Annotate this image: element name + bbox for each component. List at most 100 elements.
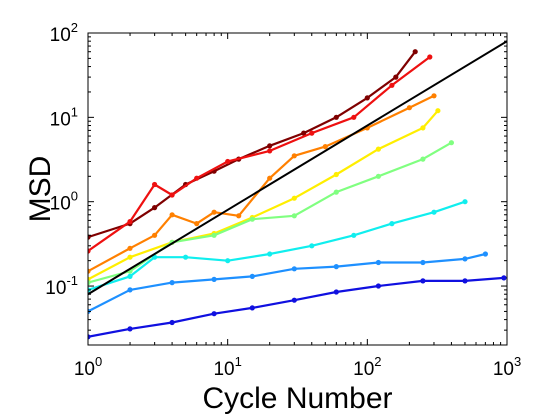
x-tick-label: 100	[74, 354, 102, 380]
data-point	[194, 221, 200, 227]
data-point	[375, 173, 381, 179]
data-point	[127, 254, 133, 260]
x-tick-label: 102	[353, 354, 381, 380]
series-6	[88, 199, 468, 293]
y-axis-title: MSD	[24, 156, 57, 223]
series-line	[88, 56, 431, 252]
data-point	[211, 209, 217, 215]
data-point	[88, 280, 91, 286]
y-tick-label: 102	[50, 20, 78, 46]
data-point	[267, 251, 273, 257]
data-point	[267, 143, 273, 149]
data-point	[333, 171, 339, 178]
data-point	[88, 248, 91, 254]
data-point	[211, 311, 217, 317]
data-point	[225, 158, 231, 165]
data-point	[301, 130, 307, 136]
data-point	[431, 93, 437, 99]
data-point	[333, 264, 339, 270]
data-point	[389, 221, 395, 227]
data-point	[225, 258, 231, 264]
data-point	[375, 259, 381, 266]
data-point	[211, 276, 217, 282]
tick-layer	[87, 33, 507, 346]
data-point	[249, 273, 255, 279]
data-point	[249, 216, 255, 222]
data-point	[183, 254, 189, 260]
data-point	[420, 278, 426, 284]
series-1	[88, 49, 418, 240]
data-point	[412, 49, 418, 55]
data-point	[291, 266, 297, 272]
x-tick-label: 103	[493, 354, 521, 380]
x-tick-label: 101	[213, 354, 241, 380]
y-tick-label: 100	[50, 189, 78, 215]
data-point	[420, 125, 426, 131]
data-point	[291, 153, 297, 159]
data-point	[88, 334, 91, 340]
series-2	[88, 54, 433, 254]
data-point	[322, 144, 328, 150]
data-point	[211, 232, 217, 238]
data-point	[291, 195, 297, 201]
data-point	[88, 234, 91, 240]
data-point	[462, 199, 468, 205]
data-point	[351, 114, 357, 120]
data-point	[420, 259, 426, 266]
data-point	[127, 245, 133, 251]
data-point	[152, 205, 158, 211]
data-point	[364, 95, 370, 101]
data-point	[435, 108, 441, 114]
x-axis-title: Cycle Number	[202, 382, 392, 415]
data-point	[501, 275, 507, 281]
data-point	[431, 209, 437, 215]
series-line	[88, 51, 417, 239]
data-point	[249, 305, 255, 311]
data-point	[291, 213, 297, 219]
series-line	[88, 94, 435, 273]
data-point	[393, 74, 399, 80]
data-point	[267, 175, 273, 181]
data-point	[194, 175, 200, 181]
data-point	[375, 283, 381, 289]
data-point	[333, 189, 339, 195]
series-7	[88, 251, 488, 314]
data-point	[351, 232, 357, 238]
data-point	[236, 213, 242, 219]
data-point	[152, 181, 158, 188]
data-point	[169, 192, 175, 198]
data-point	[169, 212, 175, 218]
y-tick-label: 101	[50, 104, 78, 130]
data-point	[482, 251, 488, 257]
data-point	[169, 280, 175, 286]
series-layer	[88, 49, 507, 340]
series-line	[88, 109, 439, 281]
y-tick-label: 10-1	[45, 273, 78, 299]
reference-line	[88, 40, 507, 296]
tick-label-layer: 100 101 102 103 10-1 100 101 102	[45, 20, 521, 380]
series-3	[88, 93, 437, 274]
data-point	[309, 243, 315, 249]
data-point	[127, 273, 133, 279]
data-point	[333, 289, 339, 295]
data-point	[127, 287, 133, 293]
data-point	[152, 232, 158, 238]
data-point	[462, 256, 468, 262]
data-point	[333, 114, 339, 120]
data-point	[267, 148, 273, 154]
data-point	[448, 140, 454, 146]
data-point	[127, 326, 133, 332]
data-point	[127, 219, 133, 225]
data-point	[375, 146, 381, 152]
reference-line-layer	[88, 40, 507, 296]
data-point	[169, 319, 175, 326]
data-point	[88, 268, 91, 274]
data-point	[389, 82, 395, 88]
series-8	[88, 275, 507, 340]
data-point	[309, 130, 315, 136]
data-point	[427, 54, 433, 60]
data-point	[291, 297, 297, 303]
data-point	[420, 156, 426, 162]
plot-frame	[87, 32, 508, 346]
